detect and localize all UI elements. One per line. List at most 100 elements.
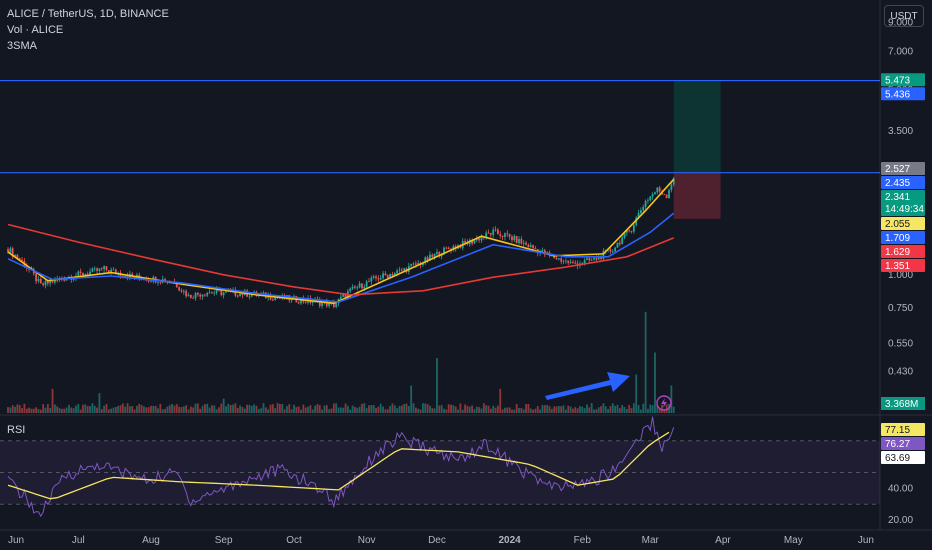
- volume-bar: [58, 408, 61, 413]
- candle: [250, 294, 253, 297]
- volume-bar: [63, 408, 66, 413]
- volume-legend[interactable]: Vol · ALICE: [7, 24, 64, 36]
- symbol-title[interactable]: ALICE / TetherUS, 1D, BINANCE: [7, 8, 169, 20]
- candle: [447, 247, 450, 249]
- candle: [651, 194, 654, 197]
- candle: [438, 251, 441, 257]
- candle: [637, 213, 640, 218]
- time-tick-label: 2024: [499, 535, 522, 546]
- rsi-legend[interactable]: RSI: [7, 424, 26, 436]
- volume-bar: [196, 403, 199, 413]
- rsi-tick-label: 40.00: [888, 483, 913, 494]
- candle: [426, 257, 429, 261]
- volume-bar: [140, 405, 143, 413]
- candle: [412, 263, 415, 265]
- volume-bar: [438, 405, 441, 413]
- volume-bar: [222, 398, 225, 413]
- candle: [593, 257, 595, 260]
- volume-bar: [557, 405, 560, 413]
- volume-bar: [44, 407, 47, 413]
- volume-bar: [504, 407, 506, 413]
- time-tick-label: Dec: [428, 535, 446, 546]
- volume-bar: [234, 403, 237, 413]
- volume-bar: [431, 408, 434, 413]
- volume-bar: [157, 408, 159, 413]
- volume-bar: [532, 409, 534, 413]
- volume-bar: [555, 406, 558, 413]
- volume-bar: [23, 403, 26, 413]
- candle: [236, 295, 239, 297]
- volume-bar: [459, 403, 462, 413]
- volume-bar: [377, 406, 380, 413]
- candle: [595, 257, 598, 260]
- candle: [644, 200, 647, 207]
- candle: [147, 280, 150, 282]
- volume-bar: [100, 409, 103, 413]
- candle: [7, 249, 9, 253]
- volume-bar: [618, 408, 621, 413]
- candle: [527, 244, 530, 248]
- candle: [269, 295, 272, 300]
- volume-bar: [616, 404, 619, 413]
- candle: [220, 290, 223, 296]
- volume-bar: [644, 311, 647, 413]
- volume-bar: [548, 406, 551, 413]
- volume-bar: [513, 409, 516, 413]
- volume-bar: [609, 406, 612, 413]
- price-tick-label: 0.750: [888, 303, 913, 314]
- candle: [375, 276, 377, 279]
- candle: [506, 233, 509, 235]
- volume-bar: [161, 409, 164, 413]
- volume-bar: [647, 408, 649, 413]
- volume-bar: [311, 409, 314, 413]
- candle: [614, 247, 617, 252]
- candle: [382, 273, 384, 279]
- volume-bar: [30, 408, 33, 413]
- price-tag-label: 1.709: [885, 233, 910, 244]
- volume-bar: [440, 405, 443, 413]
- candle: [555, 258, 558, 260]
- volume-bar: [75, 405, 77, 413]
- candle: [271, 299, 274, 301]
- price-tag-label: 1.351: [885, 261, 910, 272]
- price-tag: [881, 161, 925, 175]
- volume-bar: [499, 388, 502, 413]
- candle: [164, 279, 166, 282]
- time-tick-label: Jun: [8, 535, 24, 546]
- volume-bar: [574, 407, 577, 413]
- volume-bar: [508, 407, 511, 413]
- candle: [185, 290, 188, 297]
- candle: [445, 247, 448, 249]
- volume-bar: [417, 408, 420, 413]
- volume-bar: [628, 404, 631, 413]
- lightning-badge: [656, 395, 672, 411]
- candle: [618, 242, 621, 245]
- volume-bar: [614, 405, 617, 413]
- moving-average-line: [7, 178, 675, 305]
- volume-bar: [98, 393, 101, 413]
- candle: [609, 249, 612, 252]
- volume-bar: [39, 409, 42, 413]
- volume-bar: [65, 407, 68, 413]
- volume-bar: [468, 406, 471, 413]
- volume-bar: [182, 406, 185, 413]
- volume-bar: [475, 406, 478, 413]
- volume-bar: [482, 403, 485, 413]
- volume-bar: [246, 404, 248, 413]
- price-tag: [881, 175, 925, 189]
- currency-button[interactable]: USDT: [884, 5, 924, 27]
- volume-bar: [632, 403, 635, 413]
- volume-bar: [225, 406, 227, 413]
- candle: [16, 254, 19, 259]
- volume-bar: [663, 408, 666, 413]
- volume-bar: [145, 407, 148, 413]
- sma-legend[interactable]: 3SMA: [7, 40, 37, 52]
- candle: [541, 250, 544, 252]
- price-tick-label: 0.550: [888, 338, 913, 349]
- candle: [628, 230, 631, 232]
- volume-bar: [485, 405, 488, 413]
- candle: [464, 240, 466, 243]
- rsi-line: [7, 416, 675, 518]
- candle: [656, 187, 659, 193]
